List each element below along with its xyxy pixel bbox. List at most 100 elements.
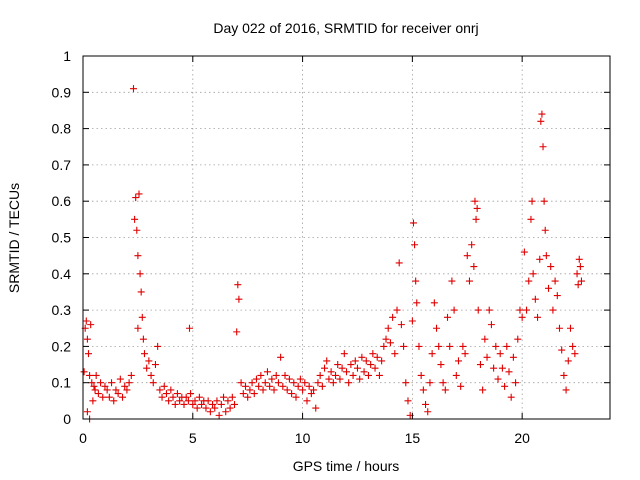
x-axis-label: GPS time / hours xyxy=(293,458,400,474)
data-point xyxy=(198,400,206,408)
data-point xyxy=(575,255,583,263)
y-tick-label: 0.7 xyxy=(52,157,72,173)
data-point xyxy=(125,379,133,387)
data-point xyxy=(123,386,131,394)
data-point xyxy=(307,390,315,398)
data-point xyxy=(479,386,487,394)
data-point xyxy=(99,393,107,401)
data-point xyxy=(369,350,377,358)
data-point xyxy=(83,408,91,416)
data-point xyxy=(303,397,311,405)
data-point xyxy=(165,397,173,405)
x-tick-label: 15 xyxy=(405,430,421,446)
data-point xyxy=(239,390,247,398)
data-point xyxy=(397,321,405,329)
data-point xyxy=(91,386,99,394)
data-point xyxy=(415,342,423,350)
data-point xyxy=(234,281,242,289)
data-point xyxy=(213,397,221,405)
ticks-layer: 00.10.20.30.40.50.60.70.80.910 5 10 15 20 xyxy=(52,48,610,446)
data-point xyxy=(112,386,120,394)
data-point xyxy=(529,270,537,278)
data-point xyxy=(94,390,102,398)
data-point xyxy=(294,382,302,390)
data-point xyxy=(393,306,401,314)
data-point xyxy=(329,379,337,387)
data-point xyxy=(237,379,245,387)
data-point xyxy=(266,382,274,390)
y-tick-label: 0.9 xyxy=(52,84,72,100)
data-point xyxy=(180,400,188,408)
data-point xyxy=(373,353,381,361)
grid-layer xyxy=(83,56,610,419)
data-point xyxy=(154,342,162,350)
data-point xyxy=(558,346,566,354)
data-point xyxy=(413,299,421,307)
data-point xyxy=(119,393,127,401)
data-point xyxy=(139,335,147,343)
data-point xyxy=(86,371,94,379)
data-point xyxy=(430,299,438,307)
data-point xyxy=(101,382,109,390)
data-point xyxy=(525,277,533,285)
data-point xyxy=(367,361,375,369)
data-point xyxy=(241,382,249,390)
data-point xyxy=(473,204,481,212)
data-point xyxy=(140,350,148,358)
data-point xyxy=(459,342,467,350)
data-point xyxy=(263,368,271,376)
data-point xyxy=(384,324,392,332)
data-point xyxy=(279,382,287,390)
chart-title: Day 022 of 2016, SRMTID for receiver onr… xyxy=(213,20,478,36)
data-point xyxy=(147,371,155,379)
data-point xyxy=(444,313,452,321)
data-point xyxy=(485,306,493,314)
data-point xyxy=(336,375,344,383)
x-tick-label: 10 xyxy=(295,430,311,446)
data-point xyxy=(540,197,548,205)
data-point xyxy=(156,386,164,394)
data-point xyxy=(509,353,517,361)
data-point xyxy=(160,382,168,390)
data-point xyxy=(472,215,480,223)
data-point xyxy=(84,350,92,358)
data-point xyxy=(457,382,465,390)
data-point xyxy=(463,252,471,260)
data-point xyxy=(87,321,95,329)
data-point xyxy=(576,263,584,271)
data-point xyxy=(132,194,140,202)
data-point xyxy=(97,379,105,387)
data-point xyxy=(211,404,219,412)
y-tick-label: 0 xyxy=(63,411,71,427)
data-point xyxy=(378,357,386,365)
data-point xyxy=(551,277,559,285)
data-point xyxy=(290,379,298,387)
data-point xyxy=(395,259,403,267)
data-point xyxy=(312,404,320,412)
y-tick-label: 1 xyxy=(63,48,71,64)
data-point xyxy=(204,397,212,405)
data-point xyxy=(523,306,531,314)
data-point xyxy=(487,321,495,329)
data-point xyxy=(137,288,145,296)
data-point xyxy=(92,371,100,379)
data-point xyxy=(171,400,179,408)
y-tick-label: 0.6 xyxy=(52,193,72,209)
data-point xyxy=(538,110,546,118)
data-point xyxy=(80,368,88,376)
data-point xyxy=(448,277,456,285)
data-point xyxy=(534,313,542,321)
data-point xyxy=(454,357,462,365)
data-point xyxy=(471,197,479,205)
data-point xyxy=(299,386,307,394)
data-point xyxy=(492,342,500,350)
data-point xyxy=(82,317,90,325)
data-point xyxy=(103,386,111,394)
data-point xyxy=(382,335,390,343)
data-point xyxy=(343,368,350,376)
data-point xyxy=(402,379,410,387)
data-point xyxy=(411,241,419,249)
y-tick-label: 0.3 xyxy=(52,302,72,318)
data-point xyxy=(136,270,144,278)
data-point xyxy=(428,350,436,358)
